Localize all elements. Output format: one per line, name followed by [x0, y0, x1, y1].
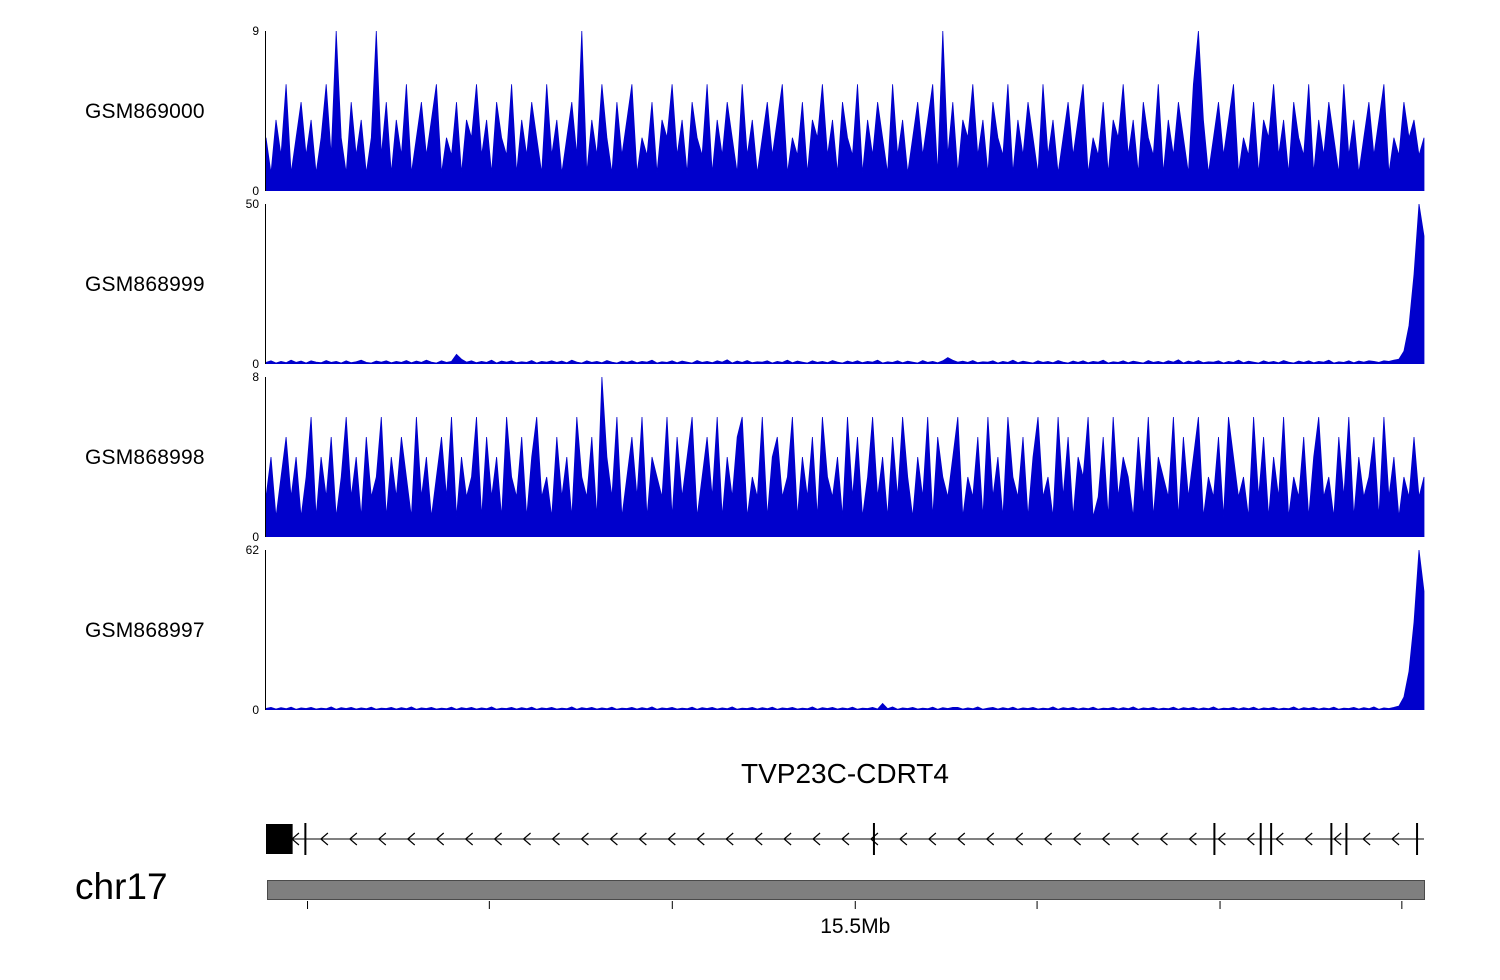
track-label: GSM868999 [85, 273, 205, 296]
gene-model-track [266, 823, 1424, 855]
track-label: GSM869000 [85, 100, 205, 123]
y-axis-max-label: 9 [252, 24, 259, 38]
genome-axis-ticks [307, 901, 1403, 909]
coverage-plot [265, 377, 1425, 537]
y-axis-zero-label: 0 [252, 530, 259, 544]
axis-position-label: 15.5Mb [820, 915, 891, 938]
signal-track-row: GSM868998 8 0 [0, 370, 1500, 544]
signal-track-row: GSM868999 50 0 [0, 197, 1500, 371]
y-axis-zero-label: 0 [252, 357, 259, 371]
coverage-plot [265, 31, 1425, 191]
track-label: GSM868997 [85, 619, 205, 642]
track-plot: 50 0 [246, 197, 1425, 371]
y-axis-max-label: 62 [245, 543, 259, 557]
track-plot: 62 0 [246, 543, 1425, 717]
coverage-plot [265, 550, 1425, 710]
chromosome-label: chr17 [75, 866, 168, 907]
signal-track-row: GSM868997 62 0 [0, 543, 1500, 717]
y-axis-zero-label: 0 [252, 184, 259, 198]
y-axis-zero-label: 0 [252, 703, 259, 717]
gene-name-label: TVP23C-CDRT4 [741, 758, 949, 789]
y-axis-max-label: 50 [245, 197, 259, 211]
signal-tracks: GSM869000 9 0 GSM868999 50 0 GSM868998 8 0 GSM868… [0, 24, 1500, 717]
chromosome-ideogram-bar [267, 880, 1425, 900]
coverage-plot [265, 204, 1425, 364]
signal-track-row: GSM869000 9 0 [0, 24, 1500, 198]
track-label: GSM868998 [85, 446, 205, 469]
y-axis-max-label: 8 [252, 370, 259, 384]
